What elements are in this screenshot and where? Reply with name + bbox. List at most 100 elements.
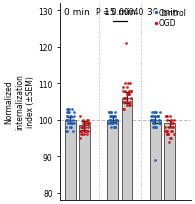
Point (172, 119, 176, 122)
Point (169, 122, 172, 125)
Point (152, 122, 155, 125)
Point (150, 115, 153, 118)
Point (124, 82, 127, 85)
Point (170, 119, 173, 122)
Point (110, 111, 113, 114)
Point (87, 122, 90, 125)
Point (83, 133, 86, 136)
Point (82, 129, 85, 133)
Point (79, 137, 82, 140)
Point (126, 93, 129, 96)
Point (84, 129, 87, 133)
Point (108, 111, 111, 114)
Point (165, 129, 168, 133)
Point (122, 108, 125, 111)
Point (125, 97, 128, 100)
Point (152, 122, 155, 125)
Bar (150, 120, 161, 200)
Point (69, 122, 73, 125)
Point (121, 100, 124, 104)
Point (165, 115, 168, 118)
Point (128, 93, 131, 96)
Point (128, 104, 131, 107)
Point (128, 104, 131, 107)
Point (69, 119, 72, 122)
Point (158, 111, 161, 114)
Point (66, 115, 69, 118)
Point (166, 129, 169, 133)
Point (172, 133, 175, 136)
Point (164, 129, 167, 133)
Point (114, 119, 117, 122)
Point (123, 90, 126, 93)
Point (84, 122, 87, 125)
Point (83, 126, 86, 129)
Point (168, 137, 171, 140)
Point (80, 129, 83, 133)
Point (79, 129, 82, 133)
Point (153, 126, 156, 129)
Point (128, 93, 131, 96)
Y-axis label: Normalized
internalization
index (±SEM): Normalized internalization index (±SEM) (4, 74, 35, 130)
Point (107, 122, 110, 125)
Point (150, 115, 153, 118)
Point (114, 115, 117, 118)
Point (71, 129, 74, 133)
Point (72, 122, 75, 125)
Bar (65, 120, 75, 200)
Point (116, 119, 119, 122)
Point (164, 115, 167, 118)
Point (107, 122, 110, 125)
Text: 0 min: 0 min (64, 8, 90, 17)
Point (70, 122, 73, 125)
Point (122, 90, 125, 93)
Point (80, 126, 83, 129)
Point (123, 100, 126, 104)
Legend: Control, OGD: Control, OGD (154, 8, 187, 29)
Point (157, 115, 160, 118)
Point (113, 126, 116, 129)
Point (169, 122, 172, 125)
Point (152, 115, 155, 118)
Point (167, 140, 170, 143)
Point (126, 86, 129, 89)
Point (108, 119, 111, 122)
Point (169, 129, 172, 133)
Point (109, 122, 112, 125)
Point (67, 108, 70, 111)
Point (84, 129, 87, 133)
Point (113, 111, 116, 114)
Point (170, 126, 173, 129)
Point (68, 126, 71, 129)
Point (70, 126, 73, 129)
Point (151, 126, 154, 129)
Text: 15 min: 15 min (104, 8, 136, 17)
Point (112, 115, 115, 118)
Point (110, 122, 113, 125)
Point (126, 104, 129, 107)
Point (79, 126, 82, 129)
Point (107, 119, 111, 122)
Point (129, 90, 132, 93)
Point (151, 119, 154, 122)
Point (71, 122, 74, 125)
Point (164, 126, 167, 129)
Point (113, 115, 116, 118)
Point (65, 119, 68, 122)
Text: 30 min: 30 min (147, 8, 178, 17)
Point (86, 122, 90, 125)
Point (152, 111, 155, 114)
Point (121, 86, 125, 89)
Point (171, 126, 174, 129)
Point (69, 115, 72, 118)
Point (157, 119, 160, 122)
Bar (79, 125, 90, 200)
Point (154, 158, 157, 162)
Point (154, 111, 157, 114)
Point (121, 108, 124, 111)
Point (87, 122, 90, 125)
Point (152, 122, 155, 125)
Point (165, 129, 168, 133)
Point (65, 115, 68, 118)
Point (123, 97, 127, 100)
